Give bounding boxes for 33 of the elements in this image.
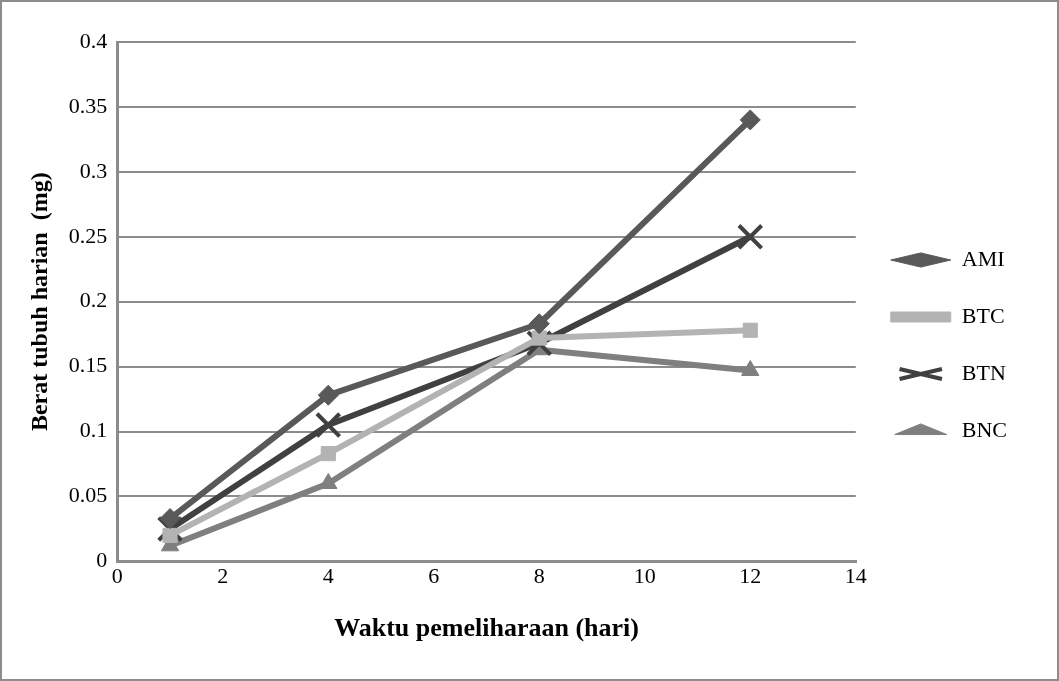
x-tick-label: 14 (844, 563, 867, 589)
x-tick-label: 4 (322, 563, 334, 589)
x-axis-title: Waktu pemeliharaan (hari) (334, 613, 639, 643)
x-tick-label: 2 (217, 563, 229, 589)
y-tick-label: 0.4 (79, 27, 108, 53)
point (162, 527, 178, 543)
legend-label: AMI (961, 245, 1005, 271)
y-tick-label: 0.25 (68, 222, 108, 248)
point (317, 384, 339, 406)
y-tick-label: 0.2 (79, 287, 108, 313)
legend-label: BTN (961, 359, 1006, 385)
y-tick-label: 0 (96, 547, 108, 573)
y-tick-label: 0.15 (68, 352, 108, 378)
x-tick-label: 12 (739, 563, 762, 589)
y-tick-label: 0.1 (79, 417, 108, 443)
point (741, 360, 760, 377)
point (739, 109, 761, 131)
point (528, 313, 550, 335)
point (159, 508, 181, 530)
point (736, 223, 764, 251)
y-axis-title: Berat tubuh harian (mg) (25, 172, 52, 432)
x-tick-label: 8 (533, 563, 545, 589)
y-tick-label: 0.35 (68, 92, 108, 118)
point (742, 322, 758, 338)
x-tick-label: 10 (633, 563, 656, 589)
legend-label: BTC (961, 302, 1005, 328)
point (320, 446, 336, 462)
point (314, 411, 342, 439)
point (531, 330, 547, 346)
y-tick-label: 0.05 (68, 482, 108, 508)
x-tick-label: 6 (428, 563, 440, 589)
legend-label: BNC (961, 416, 1008, 442)
y-tick-label: 0.3 (79, 157, 108, 183)
